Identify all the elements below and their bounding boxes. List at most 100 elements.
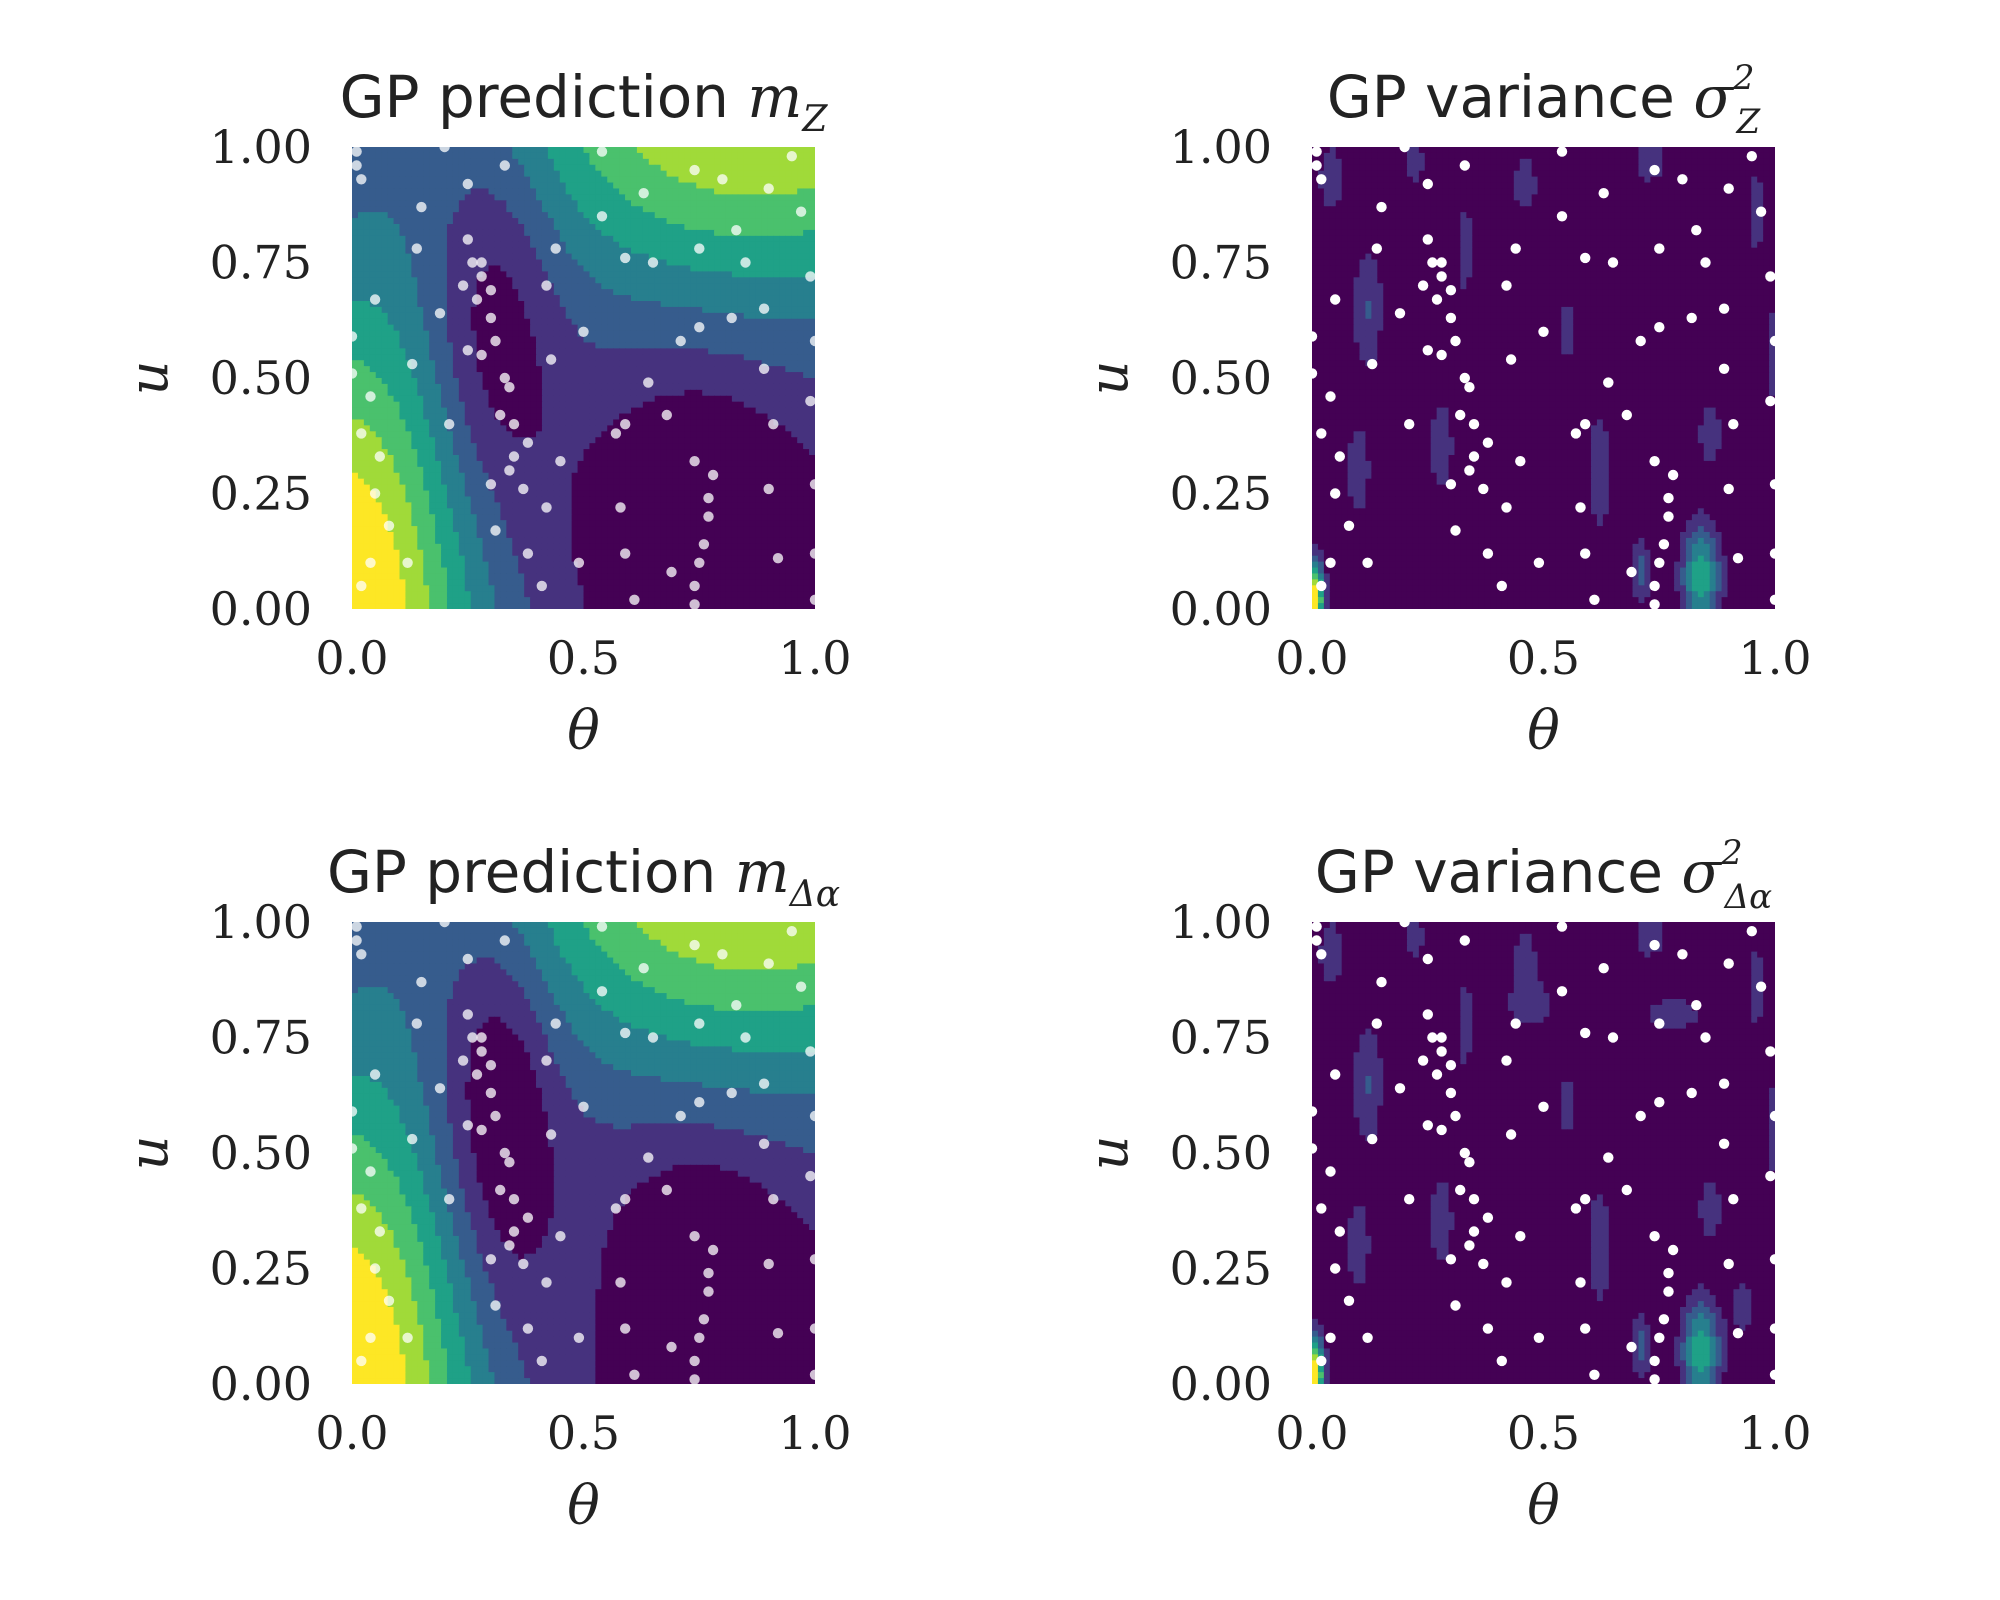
contour-cell <box>737 206 745 213</box>
contour-cell <box>352 235 359 243</box>
contour-cell <box>666 460 674 468</box>
contour-cell <box>565 395 573 403</box>
contour-cell <box>387 342 395 349</box>
contour-cell <box>714 360 721 367</box>
contour-cell <box>446 437 454 444</box>
contour-cell <box>595 366 602 373</box>
contour-cell <box>743 164 751 172</box>
contour-cell <box>553 147 561 154</box>
contour-cell <box>375 158 383 166</box>
contour-cell <box>809 431 815 438</box>
contour-cell <box>678 152 686 160</box>
contour-cell <box>363 312 371 320</box>
contour-cell <box>714 490 721 498</box>
contour-cell <box>666 301 674 308</box>
contour-cell <box>708 224 715 231</box>
contour-cell <box>435 247 442 255</box>
contour-cell <box>607 466 614 474</box>
contour-cell <box>494 330 501 338</box>
contour-cell <box>797 318 804 326</box>
contour-cell <box>512 395 519 403</box>
contour-cell <box>518 455 525 462</box>
contour-cell <box>619 383 626 391</box>
contour-cell <box>553 158 561 166</box>
contour-cell <box>767 247 775 255</box>
contour-cell <box>595 508 602 515</box>
contour-cell <box>530 395 537 403</box>
contour-cell <box>577 277 585 284</box>
contour-cell <box>405 306 412 314</box>
contour-cell <box>452 401 460 409</box>
contour-cell <box>429 306 436 314</box>
contour-cell <box>435 449 442 456</box>
contour-cell <box>583 366 591 373</box>
contour-cell <box>494 366 501 373</box>
contour-cell <box>482 413 490 421</box>
contour-cell <box>500 277 507 284</box>
contour-cell <box>399 218 407 225</box>
contour-cell <box>375 147 383 154</box>
contour-cell <box>387 265 395 272</box>
contour-cell <box>725 147 733 154</box>
contour-cell <box>755 383 763 391</box>
contour-cell <box>767 366 775 373</box>
contour-cell <box>583 455 591 462</box>
contour-cell <box>702 218 709 225</box>
contour-cell <box>506 147 513 154</box>
contour-cell <box>755 389 763 397</box>
contour-cell <box>809 425 815 432</box>
contour-cell <box>553 366 561 373</box>
contour-cell <box>441 484 448 492</box>
contour-cell <box>809 218 815 225</box>
contour-cell <box>749 265 757 272</box>
contour-cell <box>446 496 454 503</box>
contour-cell <box>613 218 620 225</box>
contour-cell <box>654 455 662 462</box>
contour-cell <box>761 330 769 338</box>
contour-cell <box>648 478 656 486</box>
contour-cell <box>488 188 496 195</box>
contour-cell <box>660 378 668 385</box>
contour-cell <box>589 324 596 332</box>
contour-cell <box>381 372 389 379</box>
contour-cell <box>702 508 709 515</box>
contour-cell <box>636 253 644 261</box>
contour-cell <box>672 348 680 355</box>
contour-cell <box>441 277 448 284</box>
contour-cell <box>393 407 401 415</box>
contour-cell <box>773 194 780 201</box>
contour-cell <box>642 324 650 332</box>
contour-cell <box>352 306 359 314</box>
contour-cell <box>749 259 757 267</box>
contour-cell <box>773 330 780 338</box>
contour-cell <box>583 401 591 409</box>
contour-cell <box>696 484 703 492</box>
contour-cell <box>625 176 632 184</box>
contour-cell <box>530 306 537 314</box>
contour-cell <box>642 241 650 249</box>
contour-cell <box>684 348 691 355</box>
contour-cell <box>536 431 543 438</box>
contour-cell <box>702 289 709 296</box>
contour-cell <box>595 247 602 255</box>
contour-cell <box>458 366 466 373</box>
contour-cell <box>500 312 507 320</box>
contour-cell <box>541 378 549 385</box>
contour-cell <box>636 425 644 432</box>
contour-cell <box>381 277 389 284</box>
contour-cell <box>541 259 549 267</box>
contour-cell <box>446 443 454 450</box>
contour-cell <box>518 277 525 284</box>
contour-cell <box>809 224 815 231</box>
contour-cell <box>488 324 496 332</box>
contour-cell <box>524 283 531 290</box>
contour-cell <box>666 478 674 486</box>
contour-cell <box>506 152 513 160</box>
contour-cell <box>429 152 436 160</box>
contour-cell <box>399 289 407 296</box>
contour-cell <box>363 449 371 456</box>
contour-cell <box>577 271 585 278</box>
contour-cell <box>672 259 680 267</box>
contour-cell <box>589 318 596 326</box>
contour-cell <box>601 247 608 255</box>
